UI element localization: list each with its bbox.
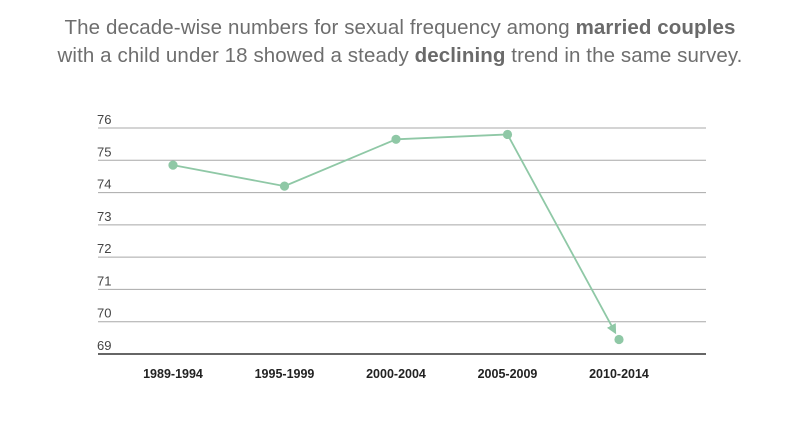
y-tick-layer: 69 70 71 72 73 74 75 76 <box>97 112 111 353</box>
headline-line-2: with a child under 18 showed a steady de… <box>0 42 800 70</box>
y-tick-label: 74 <box>97 177 111 192</box>
headline-bold-2: declining <box>414 44 506 67</box>
x-tick-label: 1995-1999 <box>255 367 315 381</box>
x-tick-label: 2010-2014 <box>589 367 649 381</box>
data-point <box>391 134 401 144</box>
chart-headline: The decade-wise numbers for sexual frequ… <box>0 14 800 70</box>
y-tick-label: 72 <box>97 241 111 256</box>
y-tick-label: 71 <box>97 273 111 288</box>
headline-text-3: trend in the same survey. <box>505 44 743 67</box>
series-layer <box>168 129 624 345</box>
y-tick-label: 70 <box>97 306 111 321</box>
headline-text-2: with a child under 18 showed a steady <box>57 44 415 67</box>
grid-layer <box>98 127 706 355</box>
headline-text-1: The decade-wise numbers for sexual frequ… <box>64 16 576 39</box>
x-tick-label: 1989-1994 <box>143 367 203 381</box>
y-tick-label: 69 <box>97 338 111 353</box>
data-point <box>279 181 290 191</box>
data-point <box>614 334 624 345</box>
x-tick-label: 2005-2009 <box>478 367 538 381</box>
series-segment <box>395 133 508 141</box>
series-segment <box>284 138 397 187</box>
data-point <box>502 129 513 140</box>
headline-line-1: The decade-wise numbers for sexual frequ… <box>0 14 800 42</box>
y-tick-label: 76 <box>97 112 111 127</box>
y-tick-label: 75 <box>97 144 111 159</box>
data-point <box>168 160 178 170</box>
y-tick-label: 73 <box>97 209 111 224</box>
x-tick-layer: 1989-1994 1995-1999 2000-2004 2005-2009 2010… <box>143 367 649 381</box>
headline-bold-1: married couples <box>575 16 736 39</box>
trend-arrow <box>506 134 617 335</box>
x-tick-label: 2000-2004 <box>366 367 426 381</box>
series-segment <box>172 164 285 187</box>
